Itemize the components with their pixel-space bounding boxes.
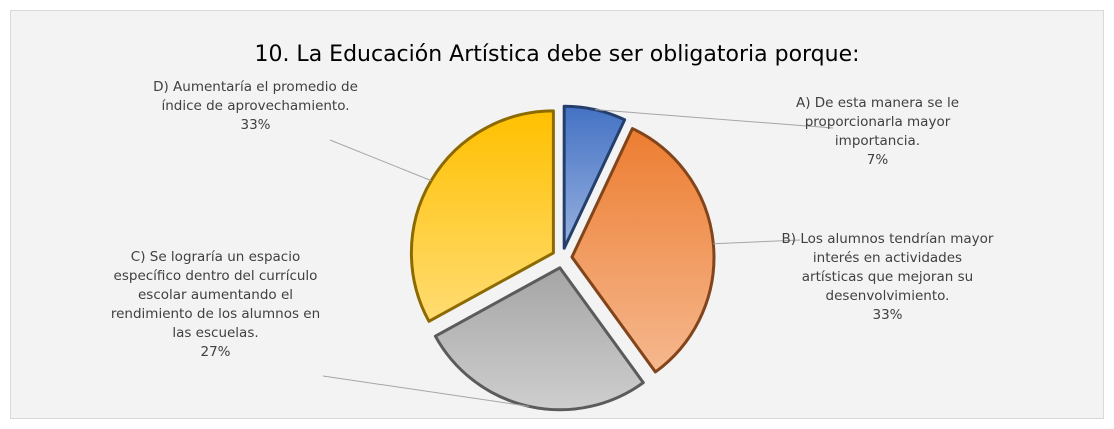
- category-label: B) Los alumnos tendrían mayor interés en…: [781, 231, 994, 304]
- category-label: D) Aumentaría el promedio de índice de a…: [153, 79, 358, 114]
- pie-slice: [562, 104, 627, 250]
- category-label: C) Se lograría un espacio específico den…: [110, 249, 321, 341]
- data-label: B) Los alumnos tendrían mayor interés en…: [780, 230, 995, 325]
- leader-line: [713, 239, 801, 245]
- pie-slice: [409, 109, 555, 323]
- leader-line: [322, 375, 529, 407]
- value-label: 33%: [240, 117, 271, 133]
- data-label: C) Se lograría un espacio específico den…: [108, 248, 323, 362]
- category-label: A) De esta manera se le proporcionarla m…: [795, 95, 960, 149]
- data-label: D) Aumentaría el promedio de índice de a…: [148, 78, 363, 135]
- value-label: 33%: [872, 307, 903, 323]
- data-label: A) De esta manera se le proporcionarla m…: [770, 94, 985, 170]
- pie-slice: [433, 266, 645, 412]
- value-label: 7%: [866, 152, 889, 168]
- leader-line: [595, 109, 834, 129]
- value-label: 27%: [200, 344, 231, 360]
- leader-line: [329, 139, 432, 182]
- chart-title: 10. La Educación Artística debe ser obli…: [254, 42, 860, 67]
- pie-slice: [570, 127, 716, 374]
